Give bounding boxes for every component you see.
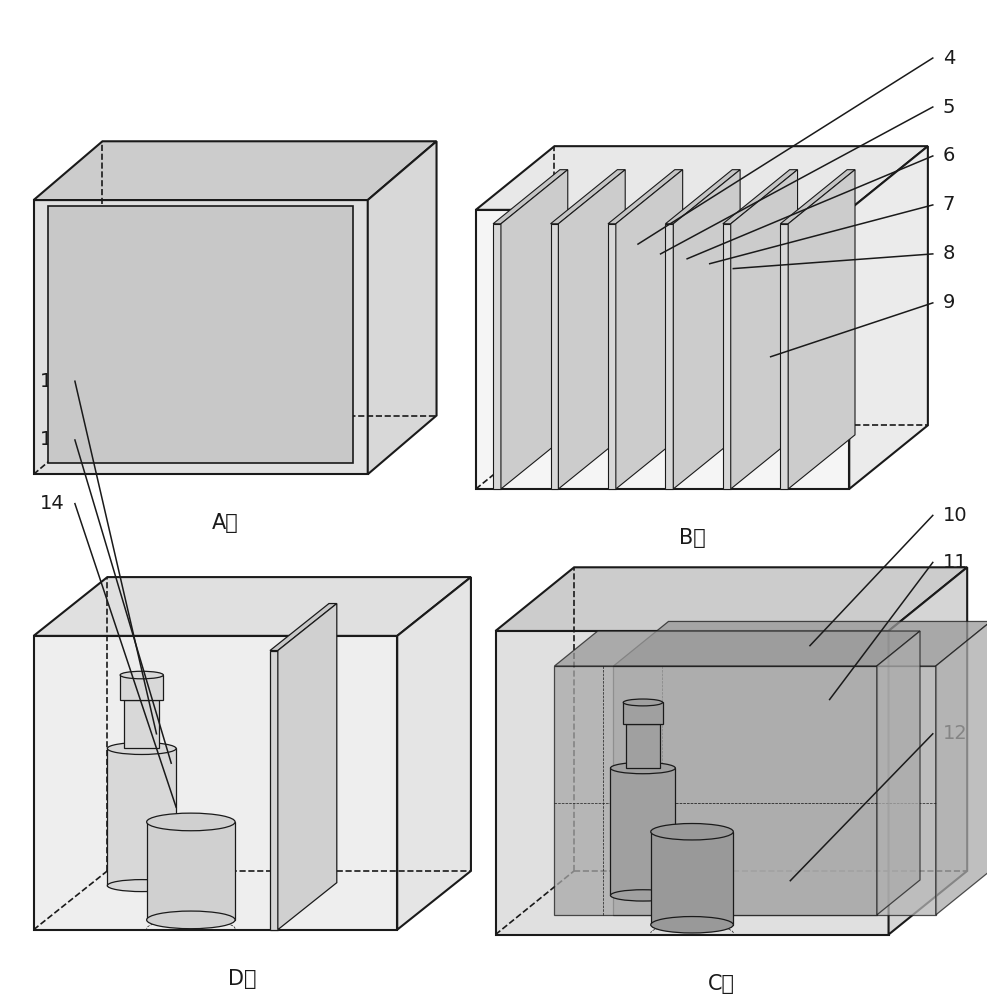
Ellipse shape: [147, 911, 235, 929]
Polygon shape: [34, 636, 397, 930]
Text: 7: 7: [942, 195, 955, 214]
Polygon shape: [551, 224, 558, 489]
Polygon shape: [626, 724, 660, 768]
Polygon shape: [607, 224, 615, 489]
Polygon shape: [34, 200, 368, 474]
Polygon shape: [476, 146, 928, 210]
Polygon shape: [551, 170, 625, 224]
Text: B区: B区: [679, 528, 706, 548]
Polygon shape: [554, 666, 877, 915]
Text: 10: 10: [942, 506, 967, 525]
Polygon shape: [270, 651, 277, 930]
Text: 11: 11: [942, 553, 967, 572]
Polygon shape: [124, 700, 160, 748]
Text: A区: A区: [212, 513, 239, 533]
Polygon shape: [788, 170, 855, 489]
Polygon shape: [665, 170, 740, 224]
Polygon shape: [397, 577, 471, 930]
Text: C区: C区: [708, 974, 735, 994]
Polygon shape: [147, 822, 235, 920]
Polygon shape: [889, 567, 967, 935]
Polygon shape: [651, 832, 733, 925]
Polygon shape: [877, 631, 920, 915]
Polygon shape: [107, 748, 176, 886]
Polygon shape: [673, 170, 740, 489]
Text: 8: 8: [942, 244, 955, 263]
Text: 14: 14: [41, 494, 65, 513]
Polygon shape: [610, 768, 675, 895]
Ellipse shape: [147, 813, 235, 831]
Text: 4: 4: [942, 49, 955, 68]
Ellipse shape: [107, 880, 176, 892]
Text: 3: 3: [105, 328, 117, 347]
Text: 5: 5: [942, 98, 955, 117]
Polygon shape: [780, 224, 788, 489]
Polygon shape: [49, 206, 353, 463]
Text: 15: 15: [41, 430, 65, 449]
Polygon shape: [730, 170, 798, 489]
Text: D区: D区: [228, 969, 257, 989]
Polygon shape: [277, 604, 337, 930]
Polygon shape: [496, 567, 967, 631]
Ellipse shape: [623, 699, 663, 706]
Polygon shape: [665, 224, 673, 489]
Text: 12: 12: [942, 724, 967, 743]
Polygon shape: [613, 666, 936, 915]
Polygon shape: [780, 170, 855, 224]
Ellipse shape: [120, 671, 164, 679]
Polygon shape: [494, 224, 500, 489]
Polygon shape: [849, 146, 928, 489]
Ellipse shape: [610, 890, 675, 901]
Polygon shape: [607, 170, 683, 224]
Text: 6: 6: [942, 146, 955, 165]
Polygon shape: [368, 141, 437, 474]
Ellipse shape: [651, 824, 733, 840]
Polygon shape: [554, 631, 920, 666]
Polygon shape: [613, 621, 991, 666]
Polygon shape: [34, 141, 437, 200]
Polygon shape: [936, 621, 991, 915]
Text: 13: 13: [41, 372, 65, 391]
Polygon shape: [558, 170, 625, 489]
Polygon shape: [722, 224, 730, 489]
Polygon shape: [270, 604, 337, 651]
Polygon shape: [476, 210, 849, 489]
Ellipse shape: [107, 742, 176, 754]
Polygon shape: [722, 170, 798, 224]
Polygon shape: [615, 170, 683, 489]
Ellipse shape: [610, 762, 675, 774]
Ellipse shape: [651, 917, 733, 933]
Polygon shape: [496, 631, 889, 935]
Polygon shape: [120, 675, 164, 700]
Polygon shape: [500, 170, 568, 489]
Text: 9: 9: [942, 293, 955, 312]
Polygon shape: [34, 577, 471, 636]
Polygon shape: [494, 170, 568, 224]
Polygon shape: [623, 702, 663, 724]
